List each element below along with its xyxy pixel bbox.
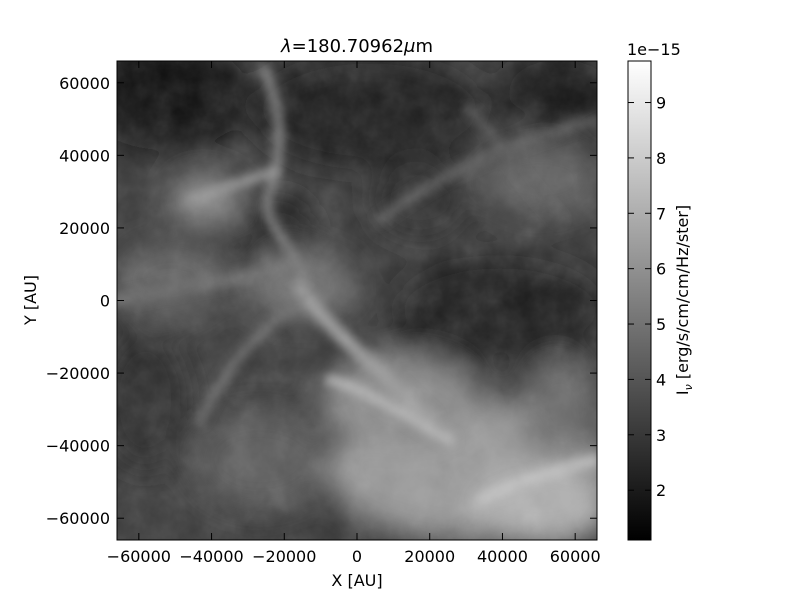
colorbar-offset-text: 1e−15	[627, 40, 681, 59]
colorbar-tick-label: 4	[656, 370, 666, 389]
y-tick-label: 20000	[59, 219, 110, 238]
y-axis: 60000 40000 20000 0 −20000 −40000 −60000	[46, 74, 597, 528]
y-tick-label: 60000	[59, 74, 110, 93]
colorbar-axis: 2 3 4 5 6 7 8 9	[628, 94, 666, 500]
colorbar-tick-label: 9	[656, 94, 666, 113]
y-axis-label: Y [AU]	[21, 275, 40, 326]
x-tick-label: −20000	[252, 547, 316, 566]
heatmap-image	[117, 61, 597, 540]
colorbar	[627, 60, 652, 541]
y-tick-label: −60000	[46, 509, 110, 528]
x-tick-label: 40000	[477, 547, 528, 566]
x-tick-label: 0	[352, 547, 362, 566]
y-tick-label: −40000	[46, 437, 110, 456]
colorbar-tick-label: 3	[656, 426, 666, 445]
colorbar-tick-label: 7	[656, 204, 666, 223]
x-axis-label: X [AU]	[331, 571, 382, 590]
colorbar-label: Iν [erg/s/cm/cm/Hz/ster]	[673, 205, 695, 395]
colorbar-tick-label: 5	[656, 315, 666, 334]
y-tick-label: 40000	[59, 146, 110, 165]
x-axis: −60000 −40000 −20000 0 20000 40000 60000	[107, 61, 601, 566]
y-tick-label: 0	[100, 292, 110, 311]
colorbar-tick-label: 6	[656, 260, 666, 279]
x-tick-label: 20000	[404, 547, 455, 566]
chart-title: λ=180.70962μm	[280, 36, 433, 57]
colorbar-tick-label: 8	[656, 149, 666, 168]
x-tick-label: 60000	[550, 547, 601, 566]
x-tick-label: −60000	[107, 547, 171, 566]
x-tick-label: −40000	[179, 547, 243, 566]
y-tick-label: −20000	[46, 364, 110, 383]
colorbar-tick-label: 2	[656, 481, 666, 500]
